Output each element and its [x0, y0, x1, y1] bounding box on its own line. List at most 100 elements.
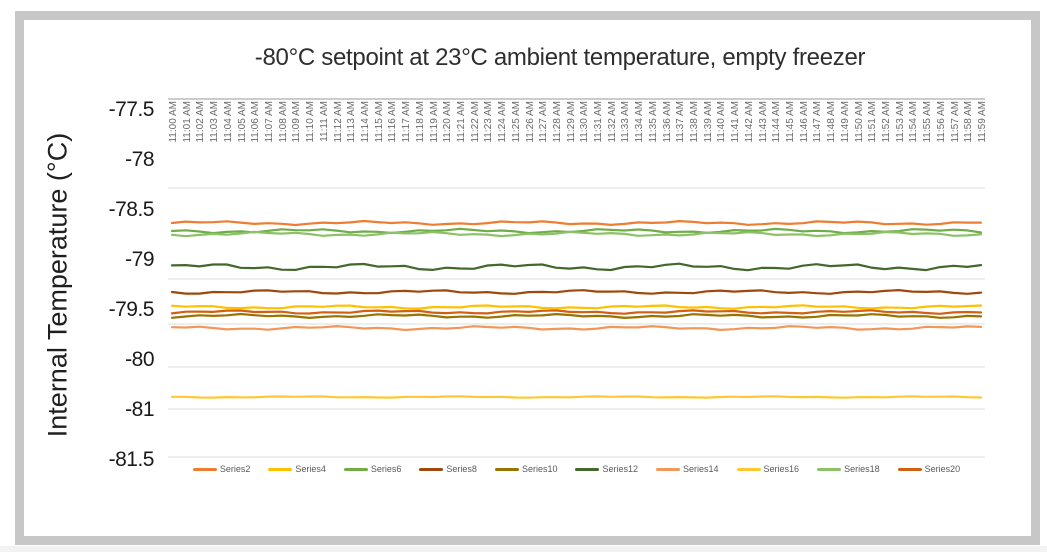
- x-tick-label: 11:30 AM: [579, 101, 591, 143]
- y-tick-label: -79.5: [108, 298, 155, 321]
- x-tick-label: 11:46 AM: [798, 101, 810, 143]
- x-tick-label: 11:03 AM: [209, 101, 221, 143]
- x-tick-label: 11:00 AM: [168, 101, 179, 143]
- x-tick-label: 11:54 AM: [908, 101, 920, 143]
- x-tick-label: 11:49 AM: [839, 101, 851, 143]
- x-tick-label: 11:26 AM: [524, 101, 536, 143]
- legend-line-swatch: [343, 467, 368, 471]
- legend-item-Series18: Series18: [817, 464, 880, 474]
- legend-label: Series18: [844, 464, 880, 474]
- x-tick-label: 11:19 AM: [428, 101, 440, 143]
- x-tick-label: 11:51 AM: [867, 101, 879, 143]
- legend-line-swatch: [897, 467, 922, 471]
- x-tick-label: 11:18 AM: [414, 101, 426, 143]
- x-tick-label: 11:33 AM: [620, 101, 632, 143]
- x-tick-label: 11:25 AM: [510, 101, 522, 143]
- x-tick-label: 11:56 AM: [935, 101, 947, 143]
- x-tick-label: 11:53 AM: [894, 101, 906, 143]
- series-line-Series18: [170, 230, 983, 238]
- legend-line-swatch: [268, 467, 293, 471]
- y-tick-label: -80: [125, 348, 154, 371]
- x-tick-label: 11:08 AM: [277, 101, 289, 143]
- series-line-Series4: [170, 304, 983, 310]
- page-bottom-strip: [0, 546, 1047, 552]
- x-tick-label: 11:09 AM: [291, 101, 303, 143]
- x-tick-label: 11:38 AM: [689, 101, 701, 143]
- x-tick-label: 11:06 AM: [250, 101, 262, 143]
- legend-label: Series10: [521, 464, 558, 474]
- legend-line-swatch: [817, 467, 842, 471]
- y-tick-label: -78.5: [108, 198, 155, 221]
- legend-line-swatch: [494, 467, 519, 471]
- chart-title: -80°C setpoint at 23°C ambient temperatu…: [254, 44, 866, 71]
- x-tick-label: 11:05 AM: [236, 101, 248, 143]
- legend-label: Series12: [602, 464, 638, 474]
- legend-label: Series6: [370, 464, 402, 474]
- x-tick-label: 11:22 AM: [469, 101, 481, 143]
- x-tick-label: 11:42 AM: [743, 101, 755, 143]
- series-line-Series12: [170, 262, 983, 272]
- legend-label: Series14: [683, 464, 719, 474]
- x-tick-label: 11:44 AM: [771, 101, 783, 143]
- series-line-Series10: [170, 312, 983, 319]
- x-tick-label: 11:58 AM: [963, 101, 975, 143]
- chart-legend: Series2 Series4 Series6 Series8 Series10 Seri…: [150, 464, 1003, 474]
- y-tick-label: -81.5: [108, 448, 155, 471]
- x-tick-label: 11:40 AM: [716, 101, 728, 143]
- series-line-Series20: [170, 309, 983, 315]
- chart-canvas: [168, 187, 985, 458]
- x-tick-label: 11:13 AM: [346, 101, 358, 143]
- series-line-Series14: [170, 325, 983, 332]
- legend-item-Series14: Series14: [656, 464, 719, 474]
- legend-item-Series8: Series8: [419, 464, 477, 474]
- plot-area: [168, 98, 985, 462]
- x-tick-label: 11:21 AM: [455, 101, 467, 143]
- legend-line-swatch: [192, 467, 217, 471]
- chart-frame: [15, 11, 1040, 545]
- legend-item-Series2: Series2: [192, 464, 250, 474]
- x-tick-label: 11:28 AM: [551, 101, 563, 143]
- y-tick-label: -78: [125, 148, 154, 171]
- legend-item-Series4: Series4: [268, 464, 326, 474]
- x-tick-label: 11:41 AM: [730, 101, 742, 143]
- x-tick-label: 11:55 AM: [922, 101, 934, 143]
- legend-item-Series10: Series10: [494, 464, 558, 474]
- x-axis-tick-labels: 11:00 AM 11:01 AM 11:02 AM 11:03 AM 11:04 AM…: [168, 101, 988, 165]
- x-tick-label: 11:27 AM: [538, 101, 550, 143]
- y-axis-tick-labels: -77.5 -78 -78.5 -79 -79.5 -80 -81 -81.5: [55, 0, 160, 552]
- x-tick-label: 11:48 AM: [826, 101, 838, 143]
- legend-item-Series16: Series16: [736, 464, 800, 474]
- series-line-Series2: [170, 219, 983, 227]
- series-line-Series16: [170, 395, 983, 399]
- x-tick-label: 11:04 AM: [222, 101, 234, 143]
- x-tick-label: 11:10 AM: [305, 101, 317, 143]
- x-tick-label: 11:59 AM: [977, 101, 988, 143]
- legend-label: Series4: [295, 464, 326, 474]
- legend-label: Series20: [924, 464, 961, 474]
- legend-item-Series6: Series6: [343, 464, 402, 474]
- y-tick-label: -77.5: [108, 98, 155, 121]
- legend-item-Series20: Series20: [897, 464, 961, 474]
- x-tick-label: 11:50 AM: [853, 101, 865, 143]
- x-tick-label: 11:24 AM: [497, 101, 509, 143]
- x-tick-label: 11:20 AM: [442, 101, 454, 143]
- legend-label: Series16: [763, 464, 800, 474]
- x-tick-label: 11:35 AM: [647, 101, 659, 143]
- x-tick-label: 11:16 AM: [387, 101, 399, 143]
- x-tick-label: 11:01 AM: [181, 101, 193, 143]
- legend-label: Series8: [446, 464, 477, 474]
- x-tick-label: 11:52 AM: [881, 101, 893, 143]
- legend-line-swatch: [419, 467, 444, 471]
- x-tick-label: 11:11 AM: [318, 101, 330, 142]
- x-tick-label: 11:12 AM: [332, 101, 344, 143]
- x-tick-label: 11:37 AM: [675, 101, 687, 143]
- legend-line-swatch: [736, 467, 761, 471]
- x-tick-label: 11:29 AM: [565, 101, 577, 143]
- legend-line-swatch: [656, 467, 680, 471]
- x-tick-label: 11:39 AM: [702, 101, 714, 143]
- x-tick-label: 11:57 AM: [949, 101, 961, 143]
- x-tick-label: 11:23 AM: [483, 101, 495, 143]
- y-tick-label: -79: [125, 248, 154, 271]
- legend-line-swatch: [575, 467, 600, 471]
